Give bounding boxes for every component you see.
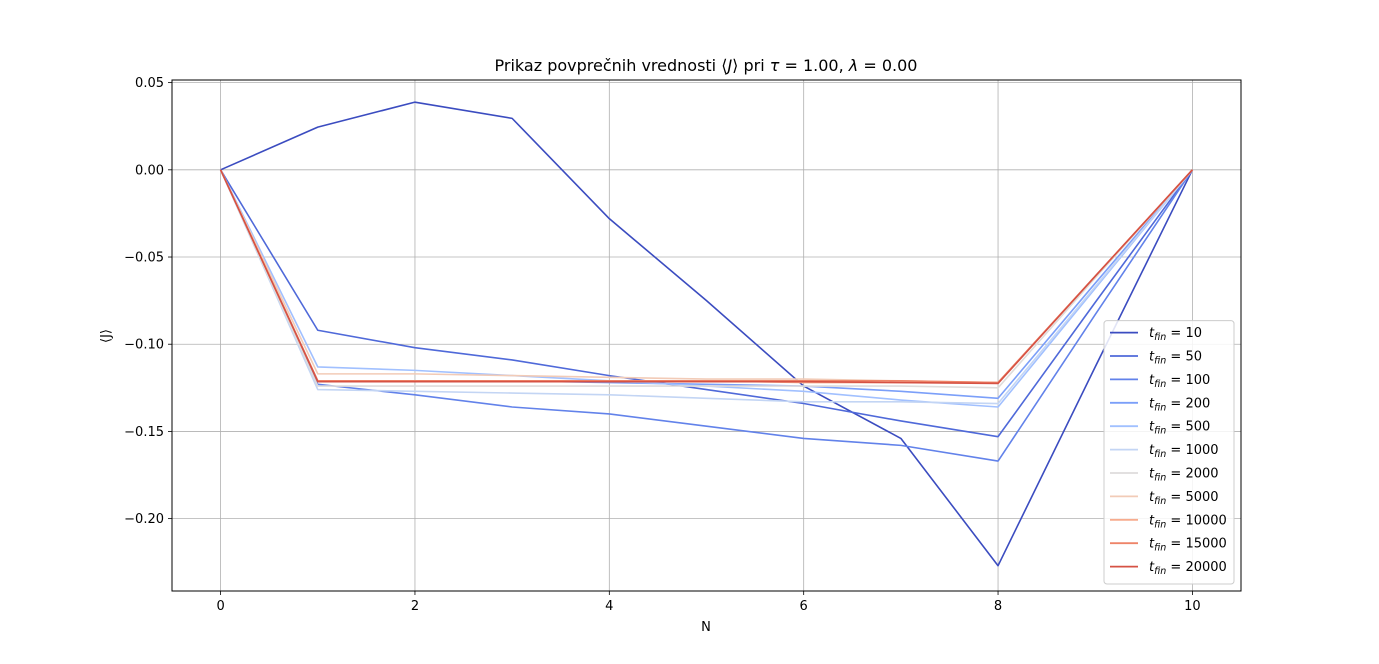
legend-item-20000: tfin = 20000	[1110, 560, 1227, 577]
legend-item-200: tfin = 200	[1110, 396, 1210, 413]
legend-item-1000: tfin = 1000	[1110, 443, 1219, 460]
x-tick-label: 0	[216, 599, 224, 614]
legend-item-15000: tfin = 15000	[1110, 537, 1227, 554]
legend-label: tfin = 500	[1149, 420, 1210, 437]
legend-label: tfin = 200	[1149, 396, 1210, 413]
y-tick-label: −0.10	[124, 338, 164, 353]
x-axis-label: N	[701, 620, 711, 635]
legend-item-500: tfin = 500	[1110, 420, 1210, 437]
x-tick-label: 4	[605, 599, 613, 614]
y-tick-label: −0.20	[124, 512, 164, 527]
legend-label: tfin = 20000	[1149, 560, 1227, 577]
series-line-1000	[219, 169, 1194, 405]
series-line-50	[219, 169, 1194, 438]
x-tick-label: 2	[411, 599, 419, 614]
legend-item-100: tfin = 100	[1110, 373, 1210, 390]
legend-item-10000: tfin = 10000	[1110, 513, 1227, 530]
legend-label: tfin = 10000	[1149, 513, 1227, 530]
series-line-10	[220, 101, 1194, 567]
legend-label: tfin = 10	[1149, 326, 1202, 343]
plot-frame	[171, 79, 1242, 592]
axis-ticks: 0 2 4 6 8 10 0.05 0.00 −0.05 −0.10 −0.15 −0.20	[124, 76, 1201, 614]
chart-title: Prikaz povprečnih vrednosti ⟨J⟩ pri τ = …	[495, 56, 918, 75]
x-tick-label: 6	[800, 599, 808, 614]
legend-label: tfin = 1000	[1149, 443, 1219, 460]
legend-item-50: tfin = 50	[1110, 350, 1202, 367]
legend-item-2000: tfin = 2000	[1110, 467, 1219, 484]
legend-label: tfin = 100	[1149, 373, 1210, 390]
y-tick-label: 0.05	[135, 76, 164, 91]
x-tick-label: 8	[994, 599, 1002, 614]
series-lines	[219, 101, 1194, 567]
y-tick-label: −0.15	[124, 425, 164, 440]
legend-item-10: tfin = 10	[1110, 326, 1202, 343]
legend-label: tfin = 2000	[1149, 467, 1219, 484]
x-tick-label: 10	[1184, 599, 1201, 614]
legend-label: tfin = 5000	[1149, 490, 1219, 507]
legend-item-5000: tfin = 5000	[1110, 490, 1219, 507]
legend-label: tfin = 15000	[1149, 537, 1227, 554]
legend: tfin = 10 tfin = 50 tfin = 100 tfin = 200 tf…	[1103, 320, 1235, 585]
legend-frame	[1103, 320, 1235, 585]
series-line-20000	[219, 169, 1194, 385]
series-line-2000	[219, 169, 1194, 389]
y-tick-label: −0.05	[124, 251, 164, 266]
y-tick-label: 0.00	[135, 163, 164, 178]
legend-label: tfin = 50	[1149, 350, 1202, 367]
y-axis-label: ⟨J⟩	[99, 329, 114, 343]
